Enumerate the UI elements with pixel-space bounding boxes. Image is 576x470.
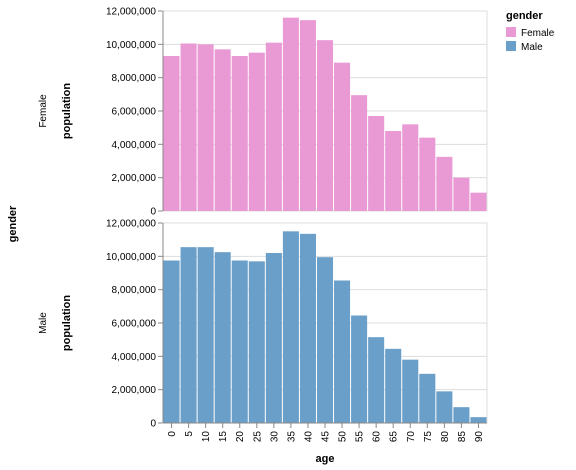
x-tick-label: 90: [474, 431, 485, 443]
legend-title: gender: [506, 10, 543, 22]
bar-female-35: [282, 17, 299, 211]
bar-male-5: [180, 247, 197, 423]
x-tick-label: 50: [338, 431, 349, 443]
bar-male-65: [385, 348, 402, 423]
bar-male-20: [231, 260, 248, 423]
bar-female-40: [299, 20, 316, 211]
bar-female-70: [402, 124, 419, 211]
x-tick-label: 20: [235, 431, 246, 443]
x-tick-label: 40: [303, 431, 314, 443]
x-tick-label: 65: [389, 431, 400, 443]
legend-label-male: Male: [521, 42, 543, 53]
x-axis: 0 5 10 15 20 25 30 35 40 45 50 55 60 65 70 75 80 85 90: [163, 422, 487, 443]
bar-female-30: [265, 42, 282, 211]
bar-male-30: [265, 253, 282, 423]
bar-male-25: [248, 261, 265, 423]
bar-female-60: [368, 116, 385, 211]
y-tick-label: 12,000,000: [106, 7, 156, 18]
bar-female-10: [197, 44, 214, 212]
y-tick-label: 2,000,000: [112, 173, 157, 184]
y-tick-label: 6,000,000: [112, 107, 157, 118]
y-tick-label: 12,000,000: [106, 219, 156, 230]
bar-female-25: [248, 52, 265, 211]
bar-female-5: [180, 43, 197, 211]
bar-male-45: [316, 257, 334, 423]
x-tick-label: 25: [252, 431, 263, 443]
x-tick-label: 80: [440, 431, 451, 443]
bar-female-90: [470, 192, 487, 211]
y-tick-label: 0: [150, 207, 156, 218]
x-tick-label: 70: [406, 431, 417, 443]
y-tick-label: 8,000,000: [112, 285, 157, 296]
legend-swatch-female: [506, 27, 516, 37]
x-tick-label: 85: [457, 431, 468, 443]
bar-male-35: [282, 231, 299, 423]
bar-female-55: [351, 95, 368, 211]
bar-male-15: [214, 252, 231, 423]
bar-female-50: [334, 62, 351, 211]
y-tick-label: 10,000,000: [106, 40, 156, 51]
bar-female-75: [419, 137, 436, 211]
x-tick-label: 55: [355, 431, 366, 443]
bar-female-20: [231, 56, 248, 211]
bar-male-90: [470, 417, 487, 423]
bar-female-65: [385, 131, 402, 211]
bar-male-80: [436, 391, 453, 423]
bar-male-10: [197, 247, 214, 423]
x-tick-label: 10: [201, 431, 212, 443]
x-tick-label: 75: [423, 431, 434, 443]
y-tick-label: 0: [150, 419, 156, 430]
facet-layer: 0 2,000,000 4,000,000 6,000,000 8,000,000 10,…: [38, 7, 488, 443]
y-axis-title: population: [61, 83, 73, 139]
y-axis-title: population: [61, 295, 73, 351]
bar-female-80: [436, 156, 453, 211]
legend-label-female: Female: [521, 28, 555, 39]
y-tick-label: 8,000,000: [112, 73, 157, 84]
bar-female-85: [453, 177, 470, 211]
bar-male-0: [163, 260, 180, 423]
row-label-female: Female: [38, 94, 49, 128]
bar-male-60: [368, 337, 385, 423]
y-tick-label: 6,000,000: [112, 319, 157, 330]
bar-male-50: [334, 280, 351, 423]
legend-swatch-male: [506, 41, 516, 51]
y-tick-label: 4,000,000: [112, 140, 157, 151]
y-tick-label: 2,000,000: [112, 385, 157, 396]
bar-male-55: [351, 315, 368, 423]
facet-female: 0 2,000,000 4,000,000 6,000,000 8,000,000 10,…: [38, 7, 488, 218]
bar-male-70: [402, 359, 419, 423]
x-tick-label: 0: [167, 431, 178, 437]
x-tick-label: 45: [321, 431, 332, 443]
bar-male-75: [419, 373, 436, 423]
y-tick-label: 10,000,000: [106, 252, 156, 263]
x-tick-label: 15: [218, 431, 229, 443]
x-tick-label: 60: [372, 431, 383, 443]
bar-female-15: [214, 49, 231, 212]
x-tick-label: 30: [269, 431, 280, 443]
row-label-male: Male: [38, 312, 49, 334]
legend: gender Female Male: [506, 10, 555, 53]
y-tick-label: 4,000,000: [112, 352, 157, 363]
x-tick-label: 5: [184, 431, 195, 437]
bar-male-40: [299, 233, 316, 423]
bar-male-85: [453, 407, 470, 423]
facet-title: gender: [7, 205, 19, 242]
x-axis-title: age: [316, 453, 335, 465]
bar-female-45: [316, 40, 334, 211]
facet-male: 0 2,000,000 4,000,000 6,000,000 8,000,000 10,…: [38, 219, 488, 430]
bar-female-0: [163, 56, 180, 211]
x-tick-label: 35: [286, 431, 297, 443]
